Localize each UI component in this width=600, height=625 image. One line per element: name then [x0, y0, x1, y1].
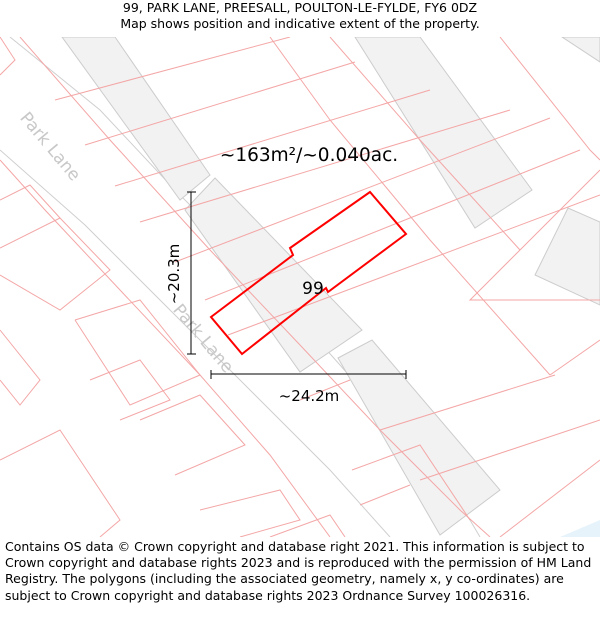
map-canvas[interactable]: Park Lane Park Lane ~163m²/~0.040ac. 99 …: [0, 37, 600, 537]
building: [561, 37, 600, 63]
width-dimension-label: ~24.2m: [279, 387, 340, 405]
building: [337, 339, 501, 536]
property-address: 99, PARK LANE, PREESALL, POULTON-LE-FYLD…: [122, 0, 478, 15]
map-subtitle: Map shows position and indicative extent…: [120, 16, 480, 31]
property-plot-outline[interactable]: [209, 190, 408, 356]
building: [354, 37, 533, 229]
height-dimension-label: ~20.3m: [165, 244, 183, 305]
building: [534, 207, 600, 306]
height-measure: [187, 191, 196, 355]
parcel-lines: [0, 37, 600, 537]
water-area: [560, 520, 600, 537]
map-view[interactable]: Park Lane Park Lane ~163m²/~0.040ac. 99 …: [0, 37, 600, 537]
map-header: 99, PARK LANE, PREESALL, POULTON-LE-FYLD…: [0, 0, 600, 36]
building: [61, 37, 211, 201]
buildings: [61, 37, 600, 536]
area-label: ~163m²/~0.040ac.: [220, 145, 398, 166]
building: [184, 177, 363, 373]
width-measure: [210, 370, 407, 379]
attribution-text: Contains OS data © Crown copyright and d…: [5, 539, 592, 603]
plot-number-label: 99: [302, 279, 324, 299]
road-edge-left: [0, 149, 391, 537]
